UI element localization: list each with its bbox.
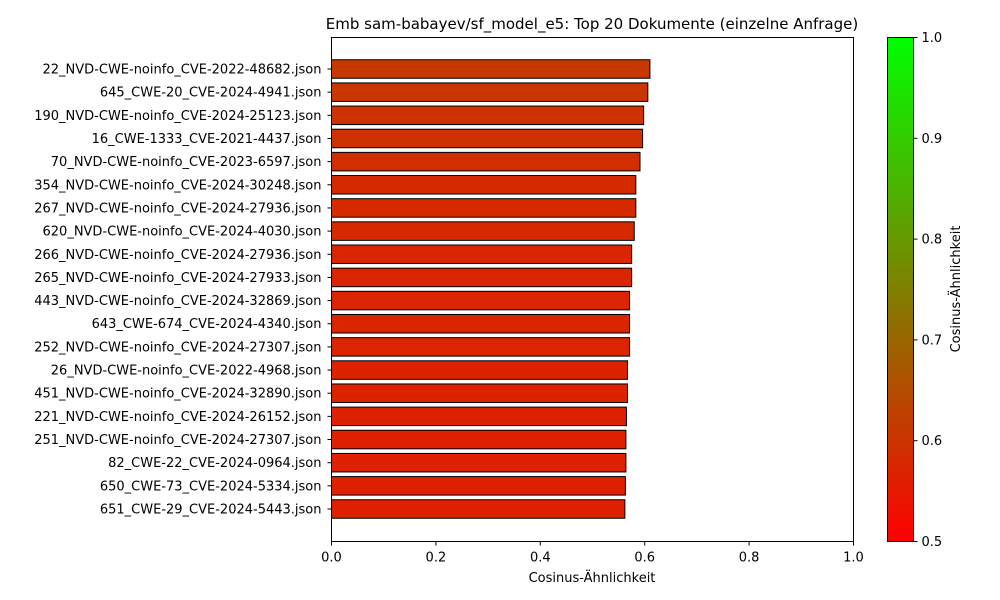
bar bbox=[331, 128, 644, 149]
bar bbox=[331, 499, 626, 519]
plot-area-frame bbox=[331, 37, 854, 542]
bar bbox=[331, 151, 641, 172]
colorbar bbox=[887, 37, 914, 542]
x-tick-label: 1.0 bbox=[843, 551, 864, 566]
x-tick-label: 0.4 bbox=[530, 551, 551, 566]
colorbar-tick-label: 0.6 bbox=[922, 434, 943, 449]
colorbar-tick-label: 0.9 bbox=[922, 132, 943, 147]
y-tick-label: 190_NVD-CWE-noinfo_CVE-2024-25123.json bbox=[34, 109, 321, 124]
bar bbox=[331, 59, 651, 79]
colorbar-ticks: 0.5 0.6 0.7 0.8 0.9 1.0 bbox=[913, 31, 943, 550]
colorbar-tick-label: 1.0 bbox=[922, 31, 943, 46]
bar bbox=[331, 267, 633, 288]
y-tick-label: 221_NVD-CWE-noinfo_CVE-2024-26152.json bbox=[34, 410, 321, 425]
y-tick-label: 267_NVD-CWE-noinfo_CVE-2024-27936.json bbox=[34, 201, 321, 216]
y-tick-label: 651_CWE-29_CVE-2024-5443.json bbox=[100, 503, 322, 518]
y-tick-label: 26_NVD-CWE-noinfo_CVE-2022-4968.json bbox=[51, 364, 322, 379]
x-ticks: 0.0 0.2 0.4 0.6 0.8 1.0 bbox=[321, 541, 864, 566]
y-tick-label: 650_CWE-73_CVE-2024-5334.json bbox=[100, 479, 322, 494]
y-tick-label: 645_CWE-20_CVE-2024-4941.json bbox=[100, 86, 322, 101]
bar bbox=[331, 290, 631, 311]
colorbar-tick-label: 0.7 bbox=[922, 333, 943, 348]
bar bbox=[331, 198, 637, 218]
bar bbox=[331, 337, 631, 357]
y-tick-label: 620_NVD-CWE-noinfo_CVE-2024-4030.json bbox=[43, 225, 322, 240]
x-tick-label: 0.8 bbox=[739, 551, 760, 566]
bar bbox=[331, 383, 628, 403]
y-tick-label: 643_CWE-674_CVE-2024-4340.json bbox=[92, 317, 322, 332]
y-tick-label: 265_NVD-CWE-noinfo_CVE-2024-27933.json bbox=[34, 271, 321, 286]
x-tick-label: 0.2 bbox=[426, 551, 447, 566]
bar bbox=[331, 244, 633, 265]
chart-title: Emb sam-babayev/sf_model_e5: Top 20 Doku… bbox=[326, 15, 858, 34]
bar bbox=[331, 360, 628, 380]
bar bbox=[331, 221, 635, 241]
bars-group bbox=[331, 59, 651, 519]
bar bbox=[331, 452, 627, 473]
bar bbox=[331, 175, 637, 195]
y-tick-label: 252_NVD-CWE-noinfo_CVE-2024-27307.json bbox=[34, 340, 321, 355]
bar bbox=[331, 476, 626, 496]
y-tick-label: 443_NVD-CWE-noinfo_CVE-2024-32869.json bbox=[34, 294, 321, 309]
y-tick-label: 70_NVD-CWE-noinfo_CVE-2023-6597.json bbox=[51, 155, 322, 170]
bar bbox=[331, 313, 631, 334]
colorbar-label: Cosinus-Ähnlichkeit bbox=[948, 226, 964, 353]
y-tick-label: 82_CWE-22_CVE-2024-0964.json bbox=[108, 456, 321, 471]
y-tick-label: 251_NVD-CWE-noinfo_CVE-2024-27307.json bbox=[34, 433, 321, 448]
y-tick-label: 354_NVD-CWE-noinfo_CVE-2024-30248.json bbox=[34, 178, 321, 193]
bar bbox=[331, 406, 627, 427]
y-tick-label: 22_NVD-CWE-noinfo_CVE-2022-48682.json bbox=[43, 63, 322, 78]
x-axis-label: Cosinus-Ähnlichkeit bbox=[529, 570, 656, 586]
x-tick-label: 0.0 bbox=[321, 551, 342, 566]
bar bbox=[331, 105, 645, 126]
colorbar-tick-label: 0.8 bbox=[922, 233, 943, 248]
y-tick-label: 266_NVD-CWE-noinfo_CVE-2024-27936.json bbox=[34, 248, 321, 263]
y-tick-labels: 22_NVD-CWE-noinfo_CVE-2022-48682.json 645… bbox=[34, 63, 332, 518]
colorbar-tick-label: 0.5 bbox=[922, 535, 943, 550]
y-tick-label: 16_CWE-1333_CVE-2021-4437.json bbox=[92, 132, 322, 147]
x-tick-label: 0.6 bbox=[634, 551, 655, 566]
bar bbox=[331, 82, 649, 102]
y-tick-label: 451_NVD-CWE-noinfo_CVE-2024-32890.json bbox=[34, 387, 321, 402]
bar bbox=[331, 429, 627, 450]
